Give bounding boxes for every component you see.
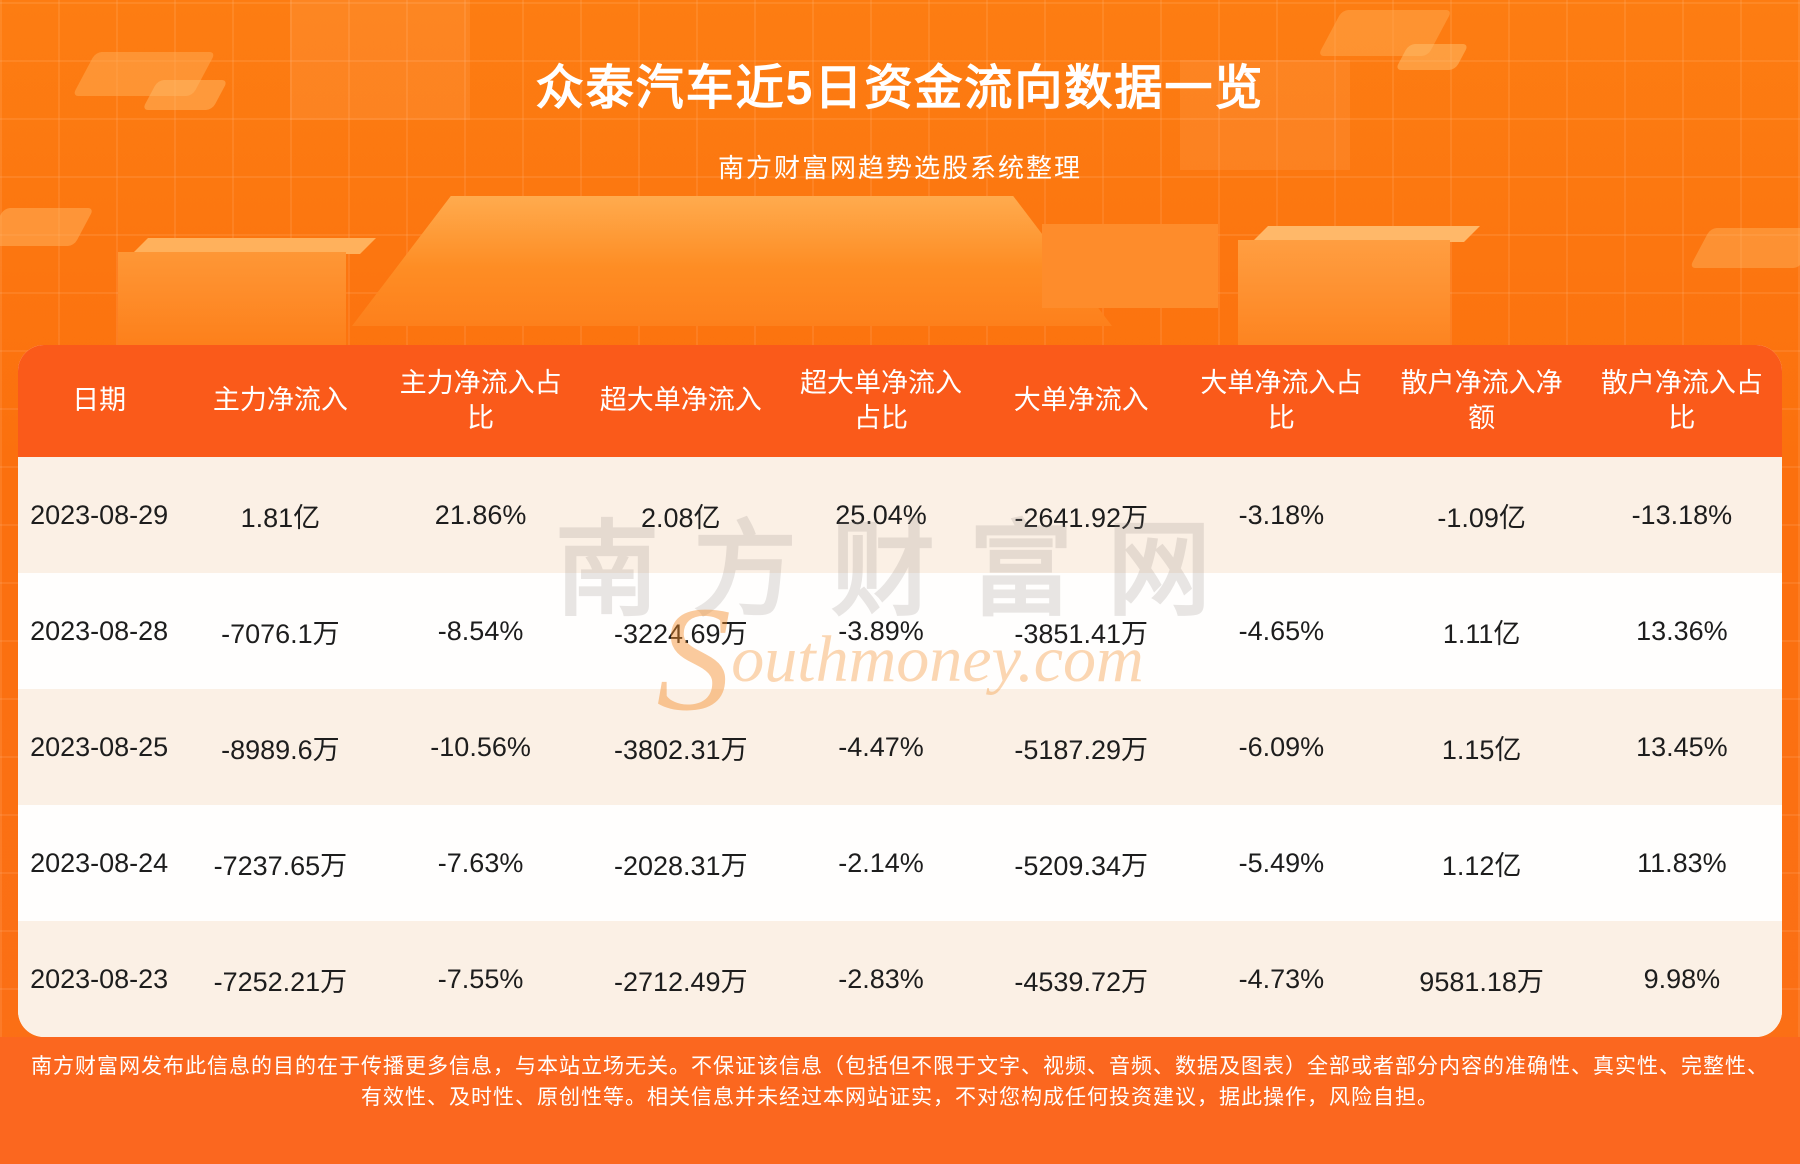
column-header: 超大单净流入占比 (799, 367, 962, 433)
value-cell: -7.63% (437, 847, 524, 878)
podium-platform-top (452, 196, 1012, 222)
date-cell: 2023-08-25 (30, 731, 169, 762)
fund-flow-table-panel: 日期 主力净流入 主力净流入占比 超大单净流入 超大单净流入占比 大单净流入 大单净流入占比… (18, 345, 1782, 1037)
value-cell: 2.08亿 (641, 502, 721, 533)
podium-block-left-top (132, 238, 376, 254)
podium-platform-center (352, 196, 1112, 326)
value-cell: 1.11亿 (1442, 618, 1521, 649)
date-cell: 2023-08-23 (30, 963, 169, 994)
table-row: 2023-08-29 1.81亿 21.86% 2.08亿 25.04% -2641.92… (18, 457, 1782, 573)
value-cell: -4.47% (838, 731, 924, 762)
value-cell: 21.86% (434, 499, 527, 530)
value-cell: -3224.69万 (613, 618, 748, 649)
column-header: 散户净流入净额 (1400, 367, 1563, 433)
value-cell: 9581.18万 (1419, 966, 1544, 997)
value-cell: -7.55% (437, 963, 524, 994)
column-header: 日期 (72, 385, 127, 416)
value-cell: -2641.92万 (1014, 502, 1148, 533)
value-cell: -2028.31万 (613, 850, 748, 881)
value-cell: -4.73% (1238, 963, 1325, 994)
value-cell: -5209.34万 (1014, 850, 1148, 881)
value-cell: -2.83% (838, 963, 924, 994)
date-cell: 2023-08-29 (30, 499, 169, 530)
value-cell: -3802.31万 (613, 734, 748, 765)
value-cell: 1.15亿 (1441, 734, 1522, 765)
value-cell: -13.18% (1631, 499, 1733, 530)
value-cell: -5.49% (1238, 847, 1325, 878)
column-header: 主力净流入占比 (399, 367, 562, 433)
page-subtitle: 南方财富网趋势选股系统整理 (717, 153, 1082, 183)
table-row: 2023-08-25 -8989.6万 -10.56% -3802.31万 -4.47%… (18, 689, 1782, 805)
value-cell: 13.36% (1636, 615, 1728, 646)
date-cell: 2023-08-28 (30, 615, 169, 646)
column-header: 大单净流入占比 (1200, 367, 1363, 433)
column-header: 散户净流入占比 (1600, 367, 1763, 433)
column-header: 超大单净流入 (599, 385, 762, 416)
footer-disclaimer-band: 南方财富网发布此信息的目的在于传播更多信息，与本站立场无关。不保证该信息（包括但… (0, 1037, 1800, 1164)
value-cell: -8.54% (437, 615, 524, 646)
table-row: 2023-08-24 -7237.65万 -7.63% -2028.31万 -2.14%… (18, 805, 1782, 921)
value-cell: -3.18% (1238, 499, 1325, 530)
value-cell: 1.81亿 (240, 502, 321, 533)
page-title: 众泰汽车近5日资金流向数据一览 (535, 62, 1265, 115)
decorative-ribbon (1689, 228, 1800, 268)
table-row: 2023-08-23 -7252.21万 -7.55% -2712.49万 -2.83%… (18, 921, 1782, 1037)
column-header: 主力净流入 (212, 385, 348, 416)
fund-flow-table: 日期 主力净流入 主力净流入占比 超大单净流入 超大单净流入占比 大单净流入 大单净流入占比… (18, 345, 1782, 1037)
value-cell: -3.89% (838, 615, 924, 646)
background-tile-highlight (620, 240, 740, 310)
value-cell: 13.45% (1636, 731, 1728, 762)
podium-block-right-top (1252, 226, 1480, 242)
value-cell: 1.12亿 (1441, 850, 1522, 881)
value-cell: -2712.49万 (613, 966, 748, 997)
value-cell: -3851.41万 (1014, 618, 1148, 649)
value-cell: -5187.29万 (1014, 734, 1148, 765)
value-cell: -7252.21万 (213, 966, 348, 997)
value-cell: -7076.1万 (221, 618, 340, 649)
podium-block-mid-right (1042, 224, 1218, 308)
value-cell: -1.09亿 (1437, 502, 1526, 533)
value-cell: -10.56% (430, 731, 531, 762)
value-cell: -2.14% (838, 847, 924, 878)
value-cell: -7237.65万 (213, 850, 348, 881)
value-cell: -4539.72万 (1014, 966, 1148, 997)
value-cell: 25.04% (835, 499, 927, 530)
decorative-ribbon (0, 208, 95, 246)
value-cell: -8989.6万 (221, 734, 340, 765)
podium-block-right (1238, 240, 1450, 348)
footer-disclaimer-text: 南方财富网发布此信息的目的在于传播更多信息，与本站立场无关。不保证该信息（包括但… (31, 1055, 1769, 1109)
table-row: 2023-08-28 -7076.1万 -8.54% -3224.69万 -3.89% -… (18, 573, 1782, 689)
date-cell: 2023-08-24 (30, 847, 169, 878)
column-header: 大单净流入 (1013, 385, 1149, 416)
value-cell: 11.83% (1637, 847, 1727, 878)
podium-block-left (118, 252, 346, 348)
value-cell: -4.65% (1238, 615, 1325, 646)
value-cell: -6.09% (1238, 731, 1325, 762)
header-row: 日期 主力净流入 主力净流入占比 超大单净流入 超大单净流入占比 大单净流入 大单净流入占比… (18, 345, 1782, 457)
value-cell: 9.98% (1643, 963, 1721, 994)
